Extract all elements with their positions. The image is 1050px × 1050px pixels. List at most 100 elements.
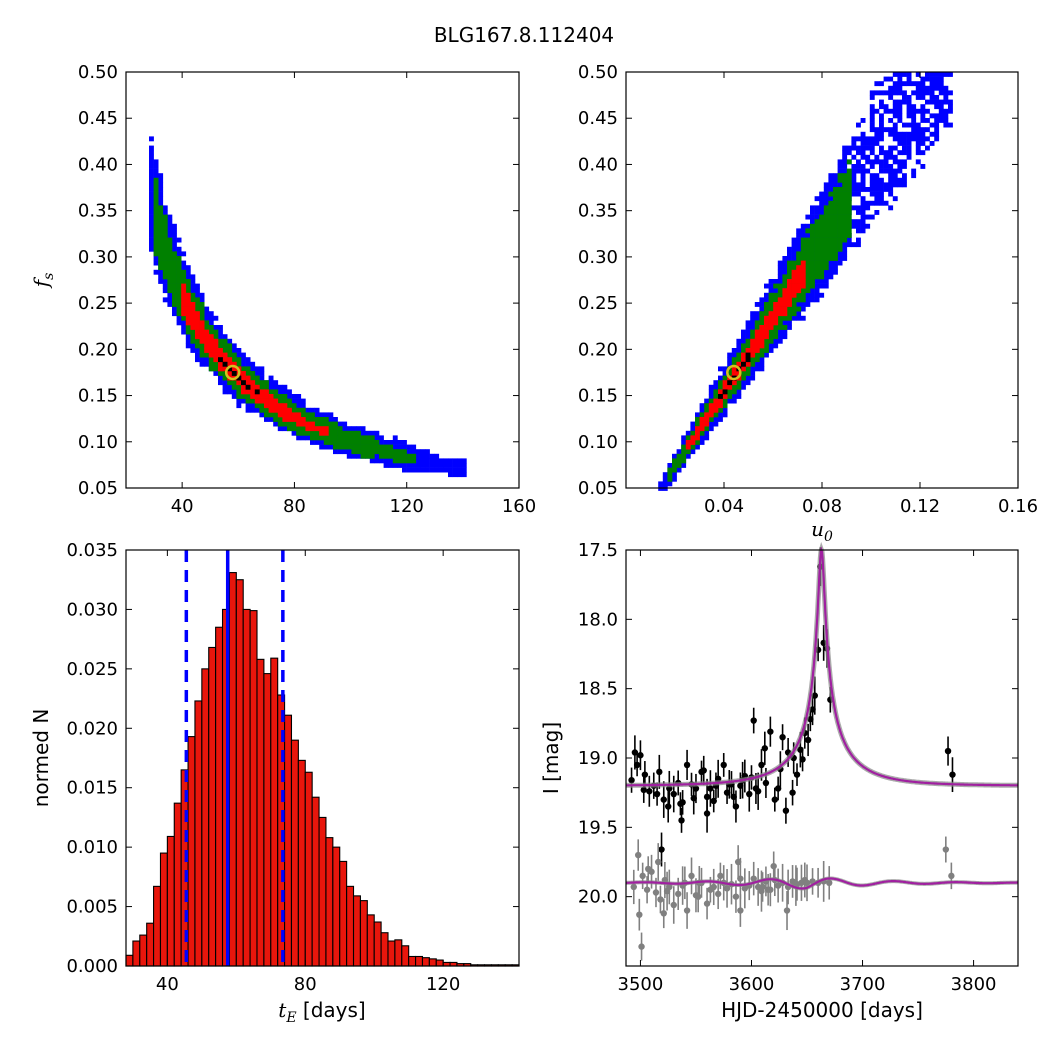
density-cell [254,366,260,372]
density-cell [452,467,458,473]
density-cell [846,196,852,202]
density-cell [438,467,444,473]
density-cell [902,141,907,146]
density-cell [787,306,792,312]
density-cell [791,269,797,275]
histogram-bar [428,958,437,967]
density-cell [869,90,875,96]
density-cell [323,426,329,432]
density-cell [800,228,806,234]
density-cell [851,173,857,179]
density-cell [158,219,164,225]
density-cell [782,325,788,330]
density-cell [731,371,737,376]
y-tick-label: 0.50 [578,62,618,83]
density-cell [860,200,866,206]
density-cell [869,159,875,165]
density-cell [745,343,751,349]
density-cell [819,246,825,252]
density-cell [782,306,788,312]
density-cell [222,334,228,340]
density-cell [846,233,852,238]
density-cell [158,233,164,238]
density-cell [773,279,779,284]
density-cell [819,200,825,206]
density-cell [736,357,742,363]
density-cell [929,81,935,87]
density-cell [305,435,311,441]
density-cell [259,398,265,404]
density-cell [282,407,288,413]
density-cell [708,426,714,432]
histogram-bar [352,895,361,967]
density-cell [897,177,903,183]
density-cell [328,440,334,445]
density-cell [667,472,673,478]
density-cell [277,403,283,409]
density-cell [842,214,848,220]
density-cell [204,325,210,330]
density-cell [264,403,269,409]
density-cell [195,315,200,321]
histogram-bar [270,657,279,967]
density-cell [699,417,705,422]
density-cell [777,279,783,284]
density-cell [153,196,159,202]
density-cell [860,141,866,146]
density-cell [406,453,412,459]
panel-u0-fs: 0.04 0.08 0.12 0.160.050.100.150.200.250.30… [578,62,1038,545]
density-cell [411,458,417,464]
density-cell [727,394,733,399]
density-cell [190,302,196,307]
density-cell [328,430,334,436]
x-tick-label: 160 [502,496,536,517]
density-cell [277,421,283,427]
data-point [948,872,955,880]
density-cell [319,444,325,450]
density-cell [218,343,223,349]
density-cell [392,458,398,464]
density-cell [787,302,792,307]
density-cell [745,380,751,386]
density-cell [888,108,894,114]
data-point [660,796,667,803]
density-cell [777,338,783,344]
density-cell [273,417,279,422]
density-cell [800,306,806,312]
density-cell [796,292,802,298]
density-cell [199,357,205,363]
density-cell [158,210,164,215]
density-cell [796,246,802,252]
density-cell [920,141,926,146]
density-cell [791,311,797,317]
density-cell [195,311,200,317]
density-cell [305,412,311,418]
density-cell [906,104,912,110]
density-cell [782,292,788,298]
density-cell [411,467,417,473]
density-cell [833,223,838,229]
data-point [664,803,672,810]
density-cell [699,403,705,409]
density-cell [842,196,848,202]
density-cell [851,223,857,229]
density-cell [323,435,329,441]
density-cell [768,329,774,335]
density-cell [754,357,760,363]
density-cell [851,182,857,188]
density-cell [897,76,903,82]
density-cell [167,214,173,220]
density-cell [222,343,228,349]
density-cell [773,343,779,349]
data-point [641,771,649,778]
density-cell [782,269,788,275]
data-point [703,810,711,817]
density-cell [722,384,728,390]
density-cell [897,72,903,77]
density-cell [764,292,769,298]
density-cell [773,306,779,312]
density-cell [759,315,765,321]
density-cell [346,449,352,455]
density-cell [814,242,820,248]
